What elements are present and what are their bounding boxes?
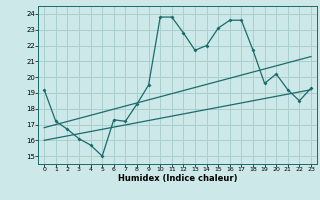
X-axis label: Humidex (Indice chaleur): Humidex (Indice chaleur) xyxy=(118,174,237,183)
